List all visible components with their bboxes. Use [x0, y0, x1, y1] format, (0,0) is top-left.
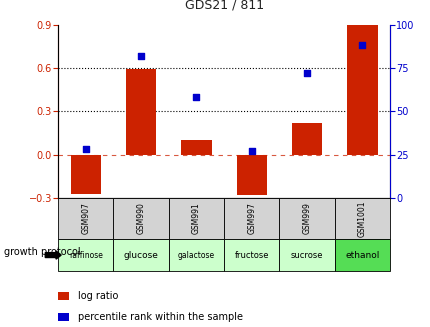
Text: GDS21 / 811: GDS21 / 811 [184, 0, 263, 11]
Bar [279, 239, 334, 271]
Text: GSM991: GSM991 [191, 202, 200, 234]
Bar [113, 239, 169, 271]
Bar [126, 69, 156, 154]
Text: sucrose: sucrose [290, 250, 322, 260]
Bar [334, 239, 389, 271]
Text: raffinose: raffinose [69, 250, 102, 260]
Text: log ratio: log ratio [77, 291, 118, 301]
Bar [71, 154, 101, 194]
Bar [347, 25, 377, 154]
Bar [224, 198, 279, 239]
Point [303, 70, 310, 76]
Text: percentile rank within the sample: percentile rank within the sample [77, 312, 242, 322]
Bar [236, 154, 266, 195]
Text: GSM907: GSM907 [81, 202, 90, 234]
Bar [58, 198, 113, 239]
Text: GSM990: GSM990 [136, 202, 145, 234]
Text: GSM999: GSM999 [302, 202, 311, 234]
Point [82, 147, 89, 152]
Bar [291, 123, 322, 154]
Text: fructose: fructose [234, 250, 268, 260]
Point [193, 95, 200, 100]
Bar [169, 198, 224, 239]
Text: glucose: glucose [123, 250, 158, 260]
Bar [113, 198, 169, 239]
Text: growth protocol: growth protocol [4, 247, 81, 257]
Text: GSM1001: GSM1001 [357, 200, 366, 236]
Point [248, 148, 255, 154]
Bar [224, 239, 279, 271]
Text: GSM997: GSM997 [247, 202, 256, 234]
Point [358, 43, 365, 48]
Bar [58, 239, 113, 271]
Bar [334, 198, 389, 239]
Bar [279, 198, 334, 239]
Text: ethanol: ethanol [344, 250, 379, 260]
Bar [181, 140, 211, 154]
Point [138, 53, 144, 58]
Bar [169, 239, 224, 271]
Text: galactose: galactose [178, 250, 215, 260]
